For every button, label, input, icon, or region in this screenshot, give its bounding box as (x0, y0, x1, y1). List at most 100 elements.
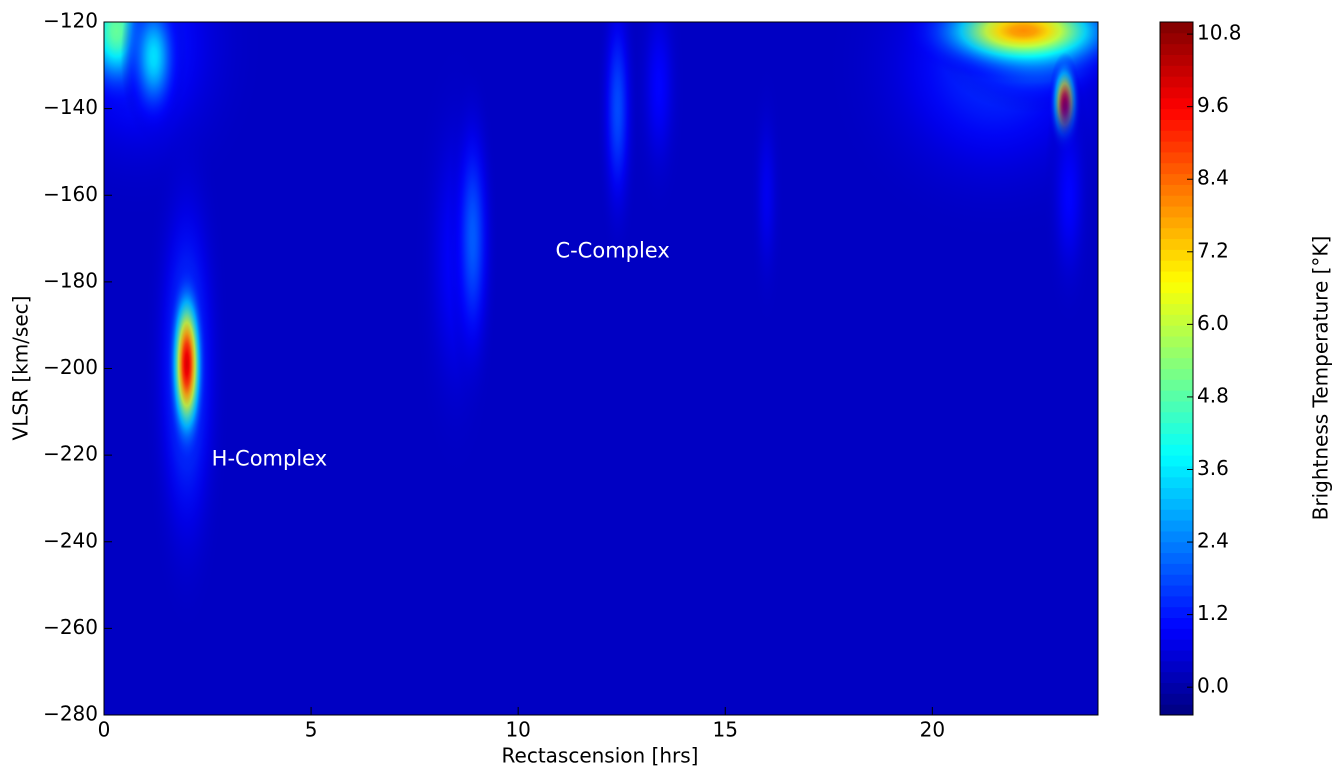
x-tick-label: 10 (505, 718, 530, 742)
colorbar-step (1160, 108, 1193, 120)
colorbar-step (1160, 54, 1193, 66)
colorbar-step (1160, 346, 1193, 359)
emission-blob (166, 260, 208, 469)
colorbar-step (1160, 574, 1193, 586)
colorbar-tick-label: 4.8 (1197, 383, 1229, 407)
colorbar-tick-label: 6.0 (1197, 311, 1229, 335)
colorbar-step (1160, 411, 1193, 424)
colorbar-step (1160, 281, 1193, 294)
colorbar-step (1160, 639, 1193, 651)
heatmap (104, 22, 1098, 629)
colorbar-step (1160, 76, 1193, 88)
colorbar-step (1160, 498, 1193, 510)
colorbar-step (1160, 162, 1193, 175)
colorbar-step (1160, 400, 1193, 413)
colorbar-tick-label: 8.4 (1197, 166, 1229, 190)
y-tick-label: −240 (43, 528, 98, 552)
colorbar-step (1160, 303, 1193, 315)
colorbar-step (1160, 314, 1193, 326)
colorbar-frame (1159, 21, 1194, 716)
colorbar-step (1160, 455, 1193, 467)
colorbar-step (1160, 32, 1193, 45)
colorbar-tick-label: 0.0 (1197, 674, 1229, 698)
x-axis-label: Rectascension [hrs] (502, 744, 699, 768)
colorbar-step (1160, 390, 1193, 402)
colorbar-step (1160, 520, 1193, 532)
colorbar-step (1160, 530, 1193, 543)
colorbar-step (1160, 368, 1193, 380)
colorbar-step (1160, 65, 1193, 77)
colorbar-tick-label: 9.6 (1197, 93, 1229, 117)
colorbar-step (1160, 606, 1193, 619)
emission-blob (899, 22, 1098, 83)
colorbar-step (1160, 325, 1193, 337)
colorbar-step (1160, 704, 1193, 716)
colorbar-tick-label: 3.6 (1197, 456, 1229, 480)
colorbar-step (1160, 552, 1193, 564)
colorbar-step (1160, 86, 1193, 99)
colorbar-tick-label: 7.2 (1197, 238, 1229, 262)
colorbar-step (1160, 357, 1193, 369)
colorbar-step (1160, 595, 1193, 608)
colorbar-step (1160, 271, 1193, 283)
colorbar-step (1160, 206, 1193, 218)
colorbar-step (1160, 693, 1193, 705)
colorbar-step (1160, 97, 1193, 110)
colorbar-step (1160, 119, 1193, 131)
x-tick-label: 15 (713, 718, 738, 742)
y-tick-label: −280 (43, 702, 98, 726)
colorbar-step (1160, 292, 1193, 305)
colorbar-step (1160, 238, 1193, 250)
y-tick-label: −220 (43, 442, 98, 466)
x-tick-label: 5 (305, 718, 318, 742)
colorbar-step (1160, 682, 1193, 694)
emission-blob (120, 22, 187, 144)
colorbar-step (1160, 151, 1193, 164)
colorbar-step (1160, 130, 1193, 142)
emission-blob (750, 65, 784, 326)
colorbar-tick-label: 1.2 (1197, 601, 1229, 625)
colorbar-step (1160, 541, 1193, 554)
colorbar-step (1160, 249, 1193, 261)
colorbar-step (1160, 260, 1193, 272)
colorbar-step (1160, 141, 1193, 153)
colorbar-step (1160, 379, 1193, 391)
colorbar-step (1160, 617, 1193, 629)
colorbar-step (1160, 22, 1193, 34)
colorbar-step (1160, 173, 1193, 185)
colorbar-step (1160, 650, 1193, 662)
colorbar-step (1160, 487, 1193, 499)
emission-blob (634, 22, 684, 217)
y-tick-label: −200 (43, 355, 98, 379)
y-tick-label: −120 (43, 9, 98, 33)
colorbar-step (1160, 43, 1193, 55)
colorbar-tick-label: 2.4 (1197, 529, 1229, 553)
colorbar-step (1160, 422, 1193, 434)
colorbar-step (1160, 227, 1193, 240)
colorbar-label: Brightness Temperature [°K] (1309, 236, 1333, 521)
y-tick-label: −160 (43, 182, 98, 206)
colorbar-tick-label: 10.8 (1197, 21, 1242, 45)
colorbar-step (1160, 563, 1193, 575)
colorbar-step (1160, 660, 1193, 673)
y-tick-label: −260 (43, 615, 98, 639)
colorbar-step (1160, 336, 1193, 348)
emission-blob (1044, 65, 1094, 326)
colorbar-step (1160, 628, 1193, 640)
colorbar-step (1160, 671, 1193, 684)
colorbar-step (1160, 216, 1193, 229)
annotation: C-Complex (555, 239, 669, 263)
colorbar-step (1160, 433, 1193, 445)
y-axis-label: VLSR [km/sec] (9, 296, 33, 441)
colorbar-step (1160, 476, 1193, 489)
annotation: H-Complex (212, 446, 327, 470)
colorbar-step (1160, 184, 1193, 196)
colorbar-step (1160, 444, 1193, 456)
x-tick-label: 0 (98, 718, 111, 742)
y-tick-label: −180 (43, 268, 98, 292)
emission-blob (596, 22, 639, 265)
colorbar-step (1160, 195, 1193, 207)
colorbar-step (1160, 509, 1193, 521)
colorbar-step (1160, 465, 1193, 478)
